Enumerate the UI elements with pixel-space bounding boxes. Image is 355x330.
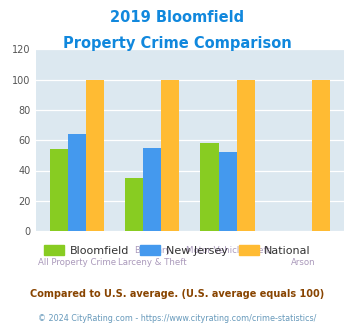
Bar bbox=[219, 152, 237, 231]
Bar bbox=[237, 80, 255, 231]
Bar bbox=[161, 80, 179, 231]
Text: 2019 Bloomfield: 2019 Bloomfield bbox=[110, 10, 245, 25]
Text: © 2024 CityRating.com - https://www.cityrating.com/crime-statistics/: © 2024 CityRating.com - https://www.city… bbox=[38, 314, 317, 323]
Text: Larceny & Theft: Larceny & Theft bbox=[118, 258, 186, 267]
Bar bbox=[86, 80, 104, 231]
Bar bbox=[201, 143, 219, 231]
Legend: Bloomfield, New Jersey, National: Bloomfield, New Jersey, National bbox=[40, 241, 315, 260]
Text: All Property Crime: All Property Crime bbox=[38, 258, 116, 267]
Text: Compared to U.S. average. (U.S. average equals 100): Compared to U.S. average. (U.S. average … bbox=[31, 289, 324, 299]
Bar bbox=[50, 149, 68, 231]
Bar bbox=[312, 80, 330, 231]
Bar bbox=[68, 134, 86, 231]
Text: Property Crime Comparison: Property Crime Comparison bbox=[63, 36, 292, 51]
Text: Arson: Arson bbox=[291, 258, 316, 267]
Text: Motor Vehicle Theft: Motor Vehicle Theft bbox=[186, 246, 269, 255]
Bar bbox=[143, 148, 161, 231]
Bar bbox=[125, 178, 143, 231]
Text: Burglary: Burglary bbox=[134, 246, 170, 255]
